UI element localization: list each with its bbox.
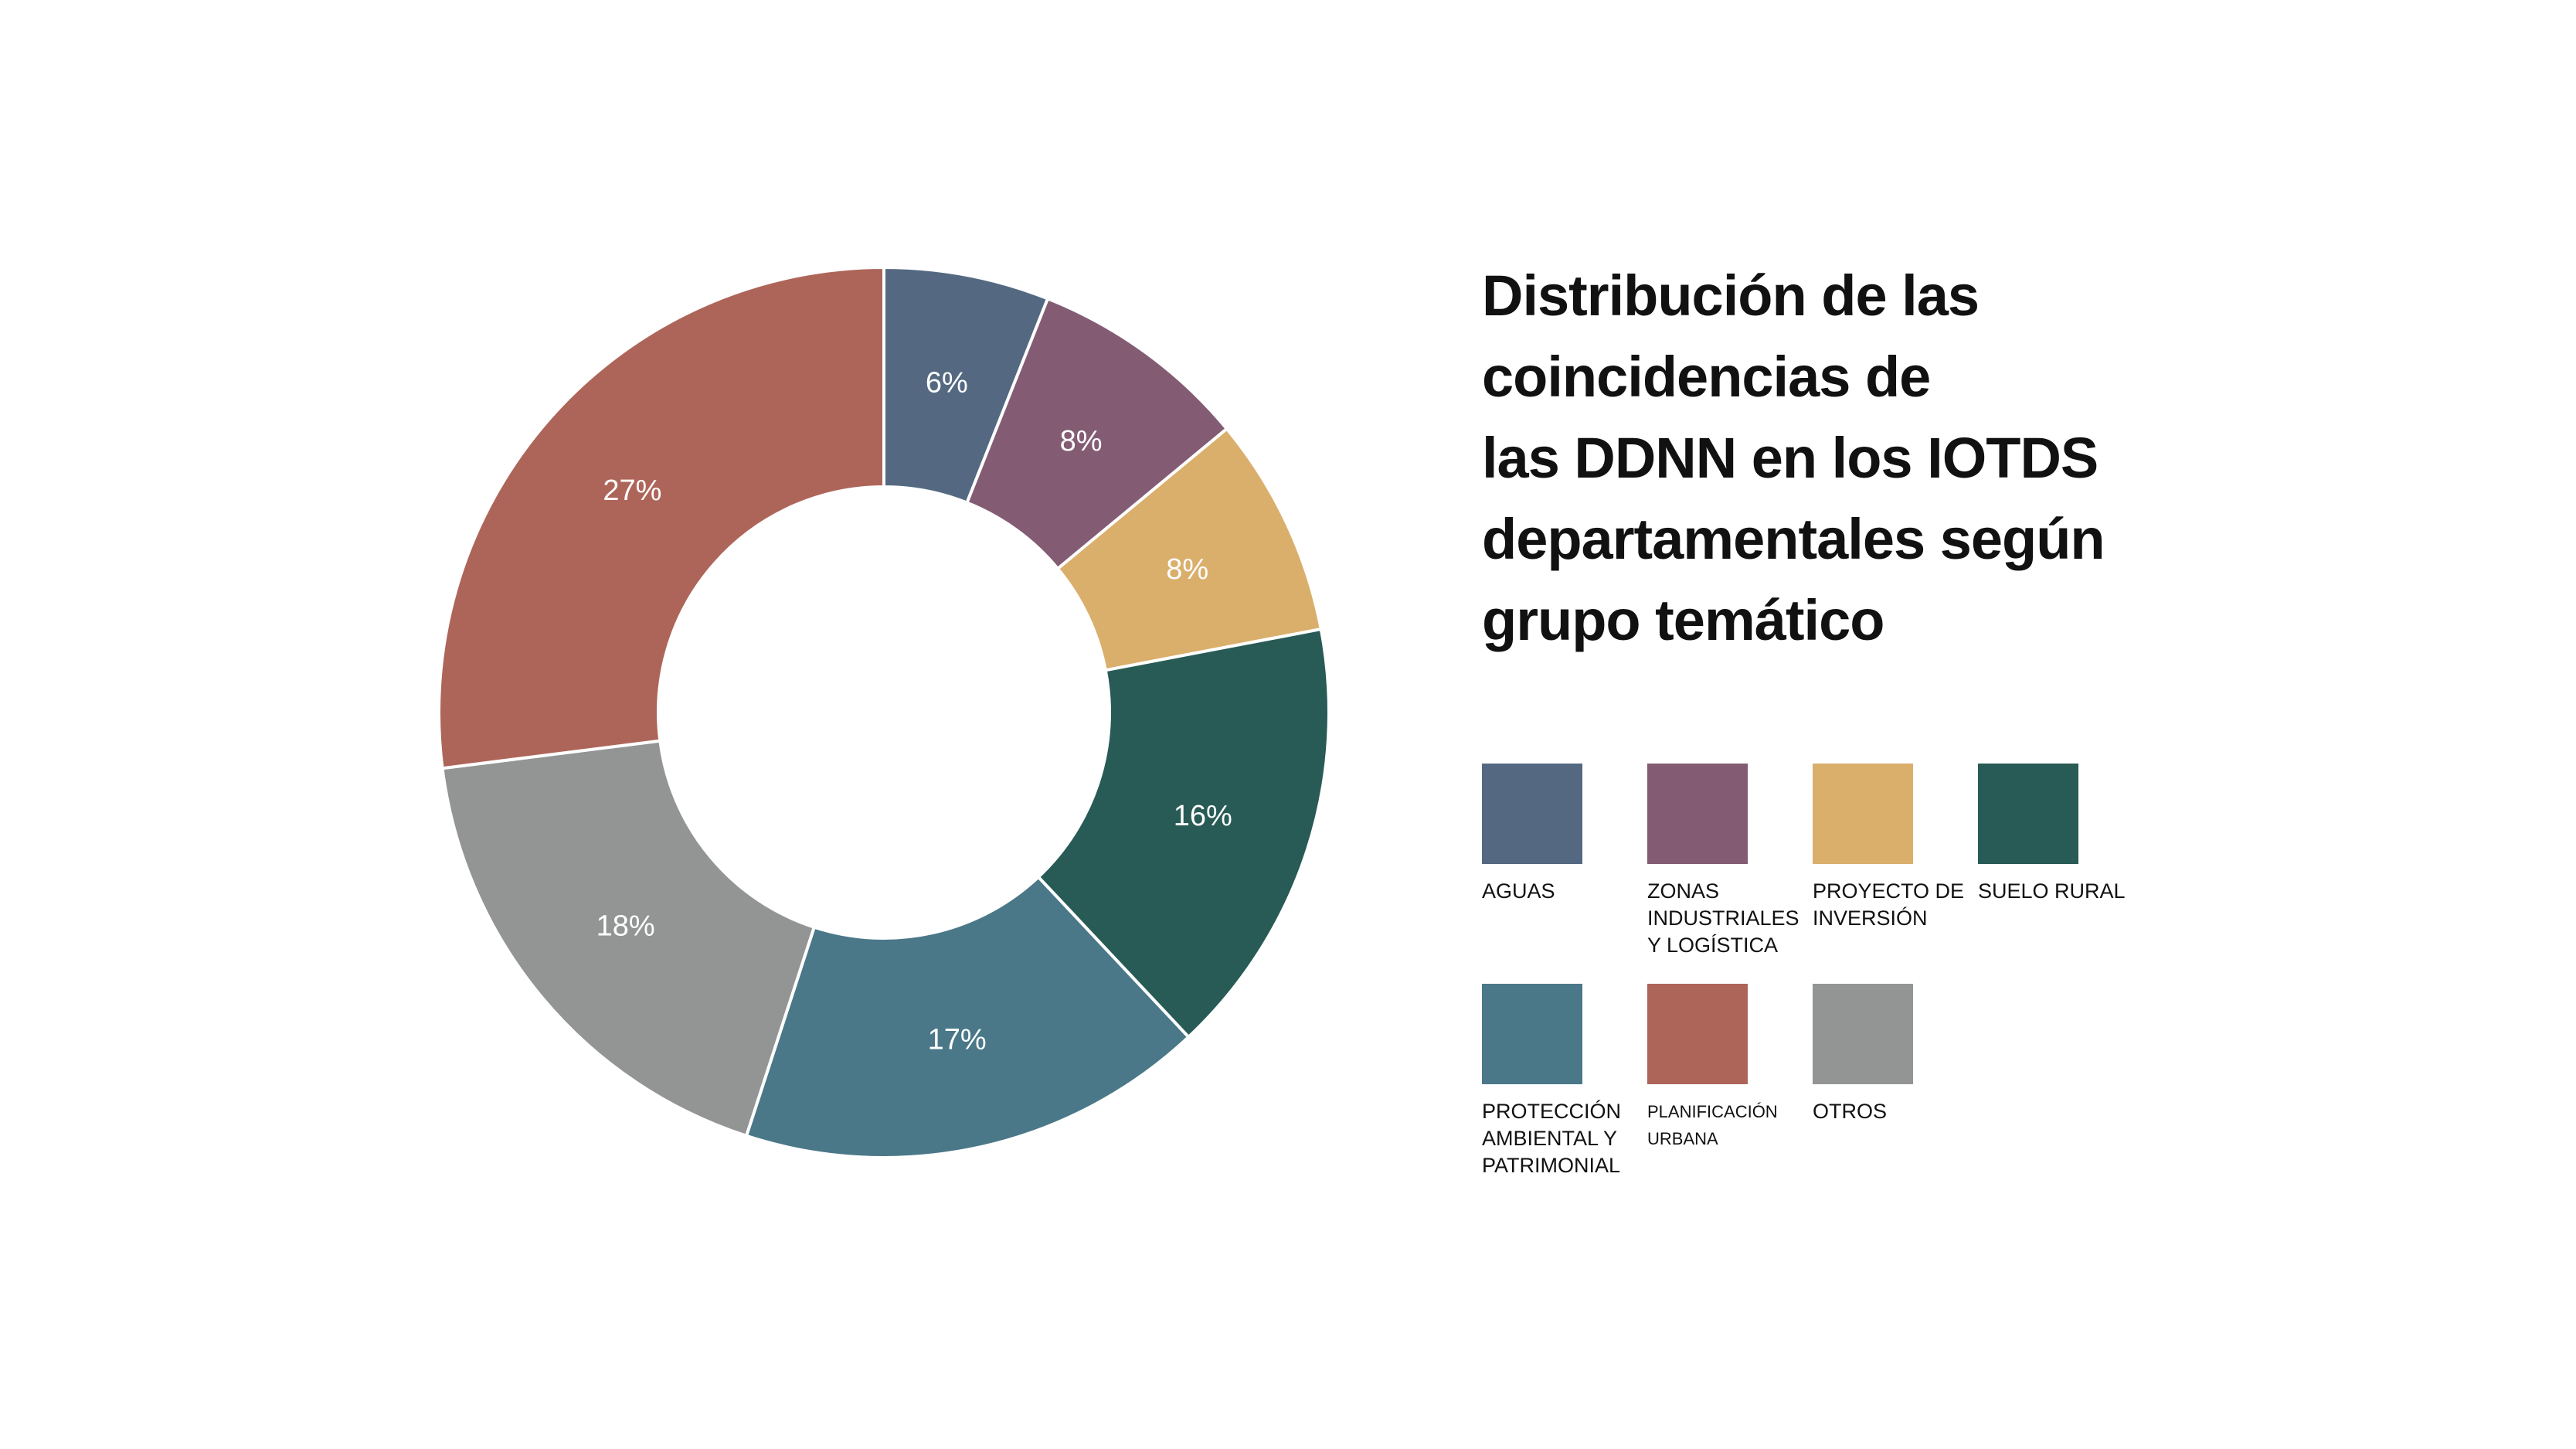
donut-slice [1036,627,1330,1039]
legend-label: ZONAS INDUSTRIALES Y LOGÍSTICA [1647,879,1799,957]
legend-label: SUELO RURAL [1978,879,2126,903]
legend-label: AGUAS [1482,879,1555,903]
legend-swatch [1813,984,1913,1084]
legend-item: PLANIFICACIÓN URBANA [1647,984,1802,1152]
donut-slice [744,875,1191,1159]
chart-title-line: Distribución de las [1482,264,1980,328]
slice-data-label: 8% [1060,425,1103,457]
chart-title-line: departamentales según [1482,507,2105,571]
legend-item: PROYECTO DE INVERSIÓN [1813,764,1967,932]
chart-title-line: coincidencias de [1482,345,1931,409]
legend-item: AGUAS [1482,764,1636,905]
legend-swatch [1978,764,2078,864]
slice-data-label: 6% [926,367,968,400]
legend-label: PROTECCIÓN AMBIENTAL Y PATRIMONIAL [1482,1100,1622,1177]
slice-data-label: 27% [603,474,661,507]
slice-data-label: 8% [1166,553,1208,586]
legend-label: PLANIFICACIÓN URBANA [1647,1102,1778,1148]
legend-swatch [1482,984,1582,1084]
donut-slice [440,739,817,1138]
legend-item: SUELO RURAL [1978,764,2133,905]
slice-data-label: 17% [928,1024,987,1056]
chart-title-line: grupo temático [1482,588,1884,652]
slice-data-label: 16% [1174,800,1232,832]
legend-swatch [1813,764,1913,864]
legend-item: OTROS [1813,984,1967,1125]
legend-label: PROYECTO DE INVERSIÓN [1813,879,1965,930]
legend-item: PROTECCIÓN AMBIENTAL Y PATRIMONIAL [1482,984,1636,1179]
legend-swatch [1482,764,1582,864]
slice-data-label: 18% [596,910,655,943]
chart-title: Distribución de las coincidencias de las… [1482,255,2255,661]
legend-item: ZONAS INDUSTRIALES Y LOGÍSTICA [1647,764,1802,959]
legend-label: OTROS [1813,1100,1888,1123]
chart-title-line: las DDNN en los IOTDS [1482,426,2099,490]
donut-slice [437,265,885,770]
legend-swatch [1647,984,1748,1084]
legend-swatch [1647,764,1748,864]
